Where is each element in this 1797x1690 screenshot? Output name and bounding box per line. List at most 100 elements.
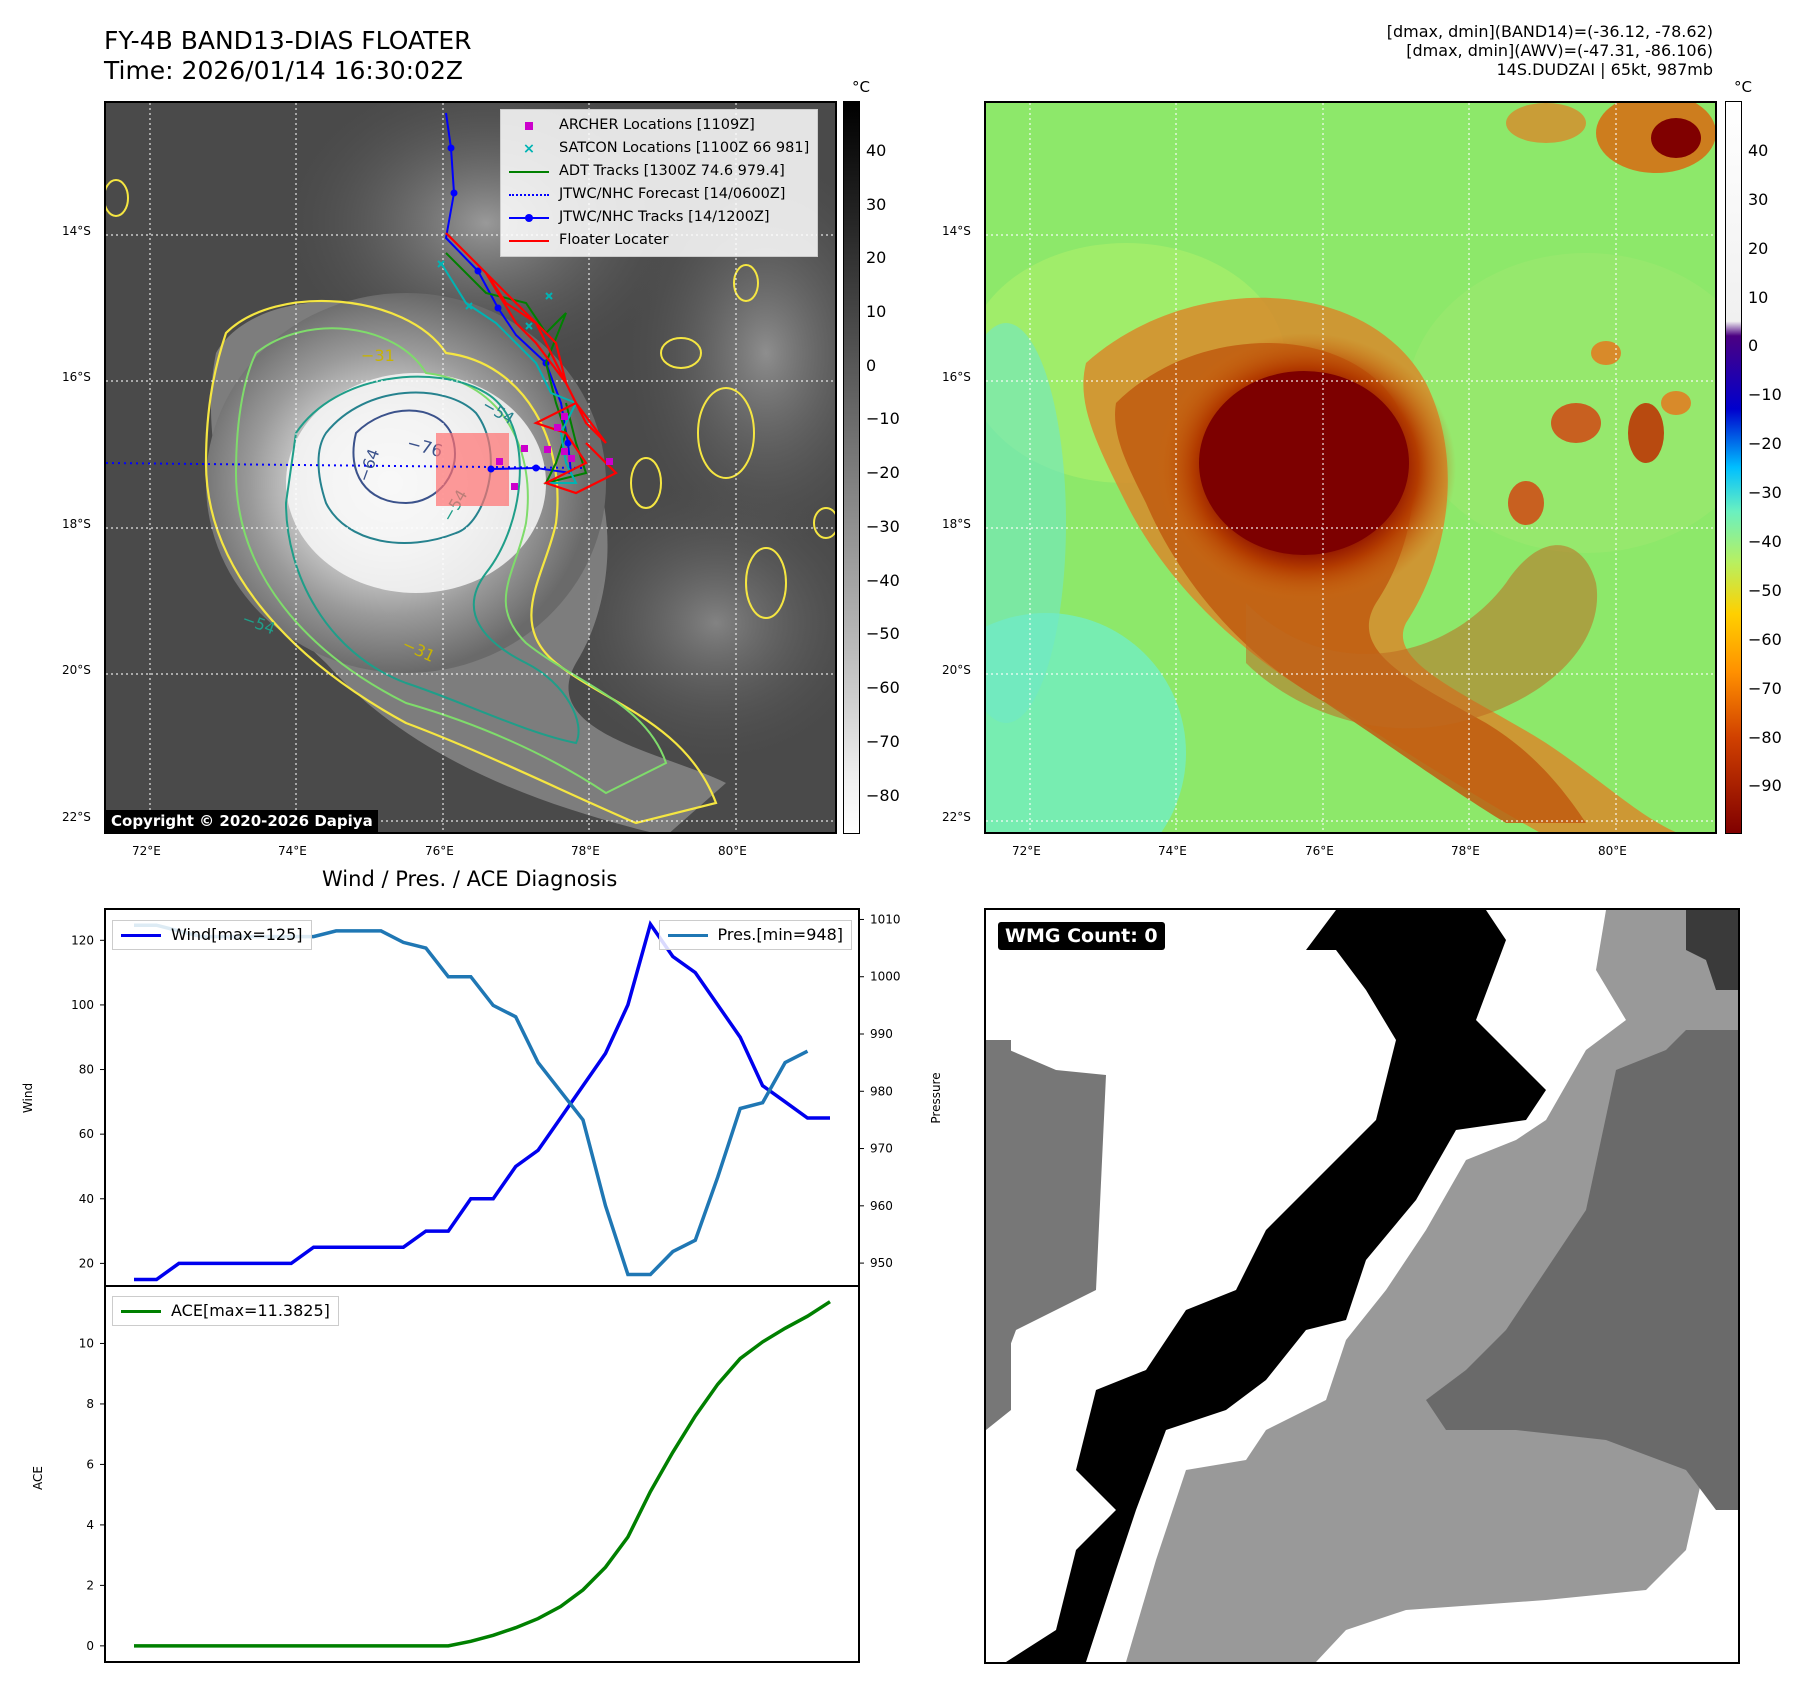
left-colorbar-tick-6: −20 bbox=[866, 463, 900, 483]
ir-lon-label-4: 80°E bbox=[718, 844, 747, 858]
right-colorbar-tick-0: 40 bbox=[1748, 140, 1769, 160]
wind-legend-label: Wind[max=125] bbox=[171, 925, 303, 944]
floater-locater-track bbox=[445, 232, 618, 495]
ace-ytick-label-4: 8 bbox=[86, 1397, 94, 1411]
left-colorbar-tick-10: −60 bbox=[866, 678, 900, 698]
wmg-count-badge: WMG Count: 0 bbox=[998, 922, 1165, 950]
left-colorbar-tick-12: −80 bbox=[866, 785, 900, 805]
ir-lat-label-0: 14°S bbox=[62, 224, 91, 238]
wind-ytick-label-1: 40 bbox=[79, 1192, 94, 1206]
ace-ytick-label-1: 2 bbox=[86, 1578, 94, 1592]
storm-summary: 14S.DUDZAI | 65kt, 987mb bbox=[1496, 60, 1714, 79]
ace-ylabel: ACE bbox=[31, 1466, 45, 1490]
contour-label-31: −31 bbox=[361, 346, 395, 365]
wind-ylabel: Wind bbox=[21, 1083, 35, 1113]
forecast-line bbox=[106, 462, 587, 469]
left-colorbar-tick-9: −50 bbox=[866, 624, 900, 644]
pres-legend: Pres.[min=948] bbox=[658, 920, 852, 950]
ace-line bbox=[134, 1300, 831, 1648]
pres-ytick-label-2: 970 bbox=[870, 1142, 893, 1156]
wmg-panel: WMG Count: 0 bbox=[984, 908, 1740, 1664]
diagnosis-title: Wind / Pres. / ACE Diagnosis bbox=[322, 867, 618, 891]
pres-ytick-label-3: 980 bbox=[870, 1084, 893, 1098]
legend-jtwc-tracks: JTWC/NHC Tracks [14/1200Z] bbox=[509, 206, 809, 229]
wind-pressure-chart: 20 40 60 80 100 120 950 960 970 980 990 1000 1010 0 2 4… bbox=[21, 908, 943, 1664]
ir-lon-label-1: 74°E bbox=[278, 844, 307, 858]
awv-grid bbox=[986, 103, 1715, 832]
left-colorbar-tick-5: −10 bbox=[866, 409, 900, 429]
right-colorbar-tick-12: −80 bbox=[1748, 727, 1782, 747]
pres-ytick-label-0: 950 bbox=[870, 1256, 893, 1270]
pres-ytick-label-6: 1010 bbox=[870, 912, 901, 926]
wind-legend: Wind[max=125] bbox=[112, 920, 312, 950]
figure-title: FY-4B BAND13-DIAS FLOATER Time: 2026/01/… bbox=[104, 26, 472, 85]
legend-floater: Floater Locater bbox=[509, 229, 809, 252]
right-colorbar-tick-11: −70 bbox=[1748, 678, 1782, 698]
right-colorbar-tick-7: −30 bbox=[1748, 483, 1782, 503]
ir-lon-label-0: 72°E bbox=[132, 844, 161, 858]
awv-lon-label-0: 72°E bbox=[1012, 844, 1041, 858]
awv-map-panel bbox=[984, 101, 1717, 834]
ace-ytick-label-3: 6 bbox=[86, 1457, 94, 1471]
ir-lon-label-3: 78°E bbox=[571, 844, 600, 858]
right-colorbar-tick-8: −40 bbox=[1748, 531, 1782, 551]
left-colorbar-tick-0: 40 bbox=[866, 140, 887, 160]
wind-line bbox=[134, 920, 830, 1282]
awv-lon-label-4: 80°E bbox=[1598, 844, 1627, 858]
pres-ytick-label-1: 960 bbox=[870, 1199, 893, 1213]
left-colorbar-tick-2: 20 bbox=[866, 248, 887, 268]
band14-range: [dmax, dmin](BAND14)=(-36.12, -78.62) bbox=[1386, 22, 1713, 41]
pres-ytick-label-4: 990 bbox=[870, 1027, 893, 1041]
left-colorbar-tick-7: −30 bbox=[866, 516, 900, 536]
map-legend: ARCHER Locations [1109Z] × SATCON Locatio… bbox=[500, 109, 819, 257]
ir-lat-label-4: 22°S bbox=[62, 810, 91, 824]
wind-pressure-ace-svg: 20 40 60 80 100 120 950 960 970 980 990 1000 1010 0 2 4… bbox=[21, 908, 943, 1663]
right-colorbar-tick-5: −10 bbox=[1748, 385, 1782, 405]
left-colorbar-tick-1: 30 bbox=[866, 194, 887, 214]
ace-legend-label: ACE[max=11.3825] bbox=[171, 1301, 330, 1320]
right-colorbar-tick-6: −20 bbox=[1748, 434, 1782, 454]
awv-lon-label-2: 76°E bbox=[1305, 844, 1334, 858]
left-colorbar-tick-3: 10 bbox=[866, 302, 887, 322]
wind-ytick-label-3: 80 bbox=[79, 1063, 94, 1077]
legend-adt: ADT Tracks [1300Z 74.6 979.4] bbox=[509, 160, 809, 183]
copyright-badge: Copyright © 2020-2026 Dapiya bbox=[106, 810, 378, 832]
left-colorbar-unit: °C bbox=[852, 78, 870, 96]
right-colorbar-tick-13: −90 bbox=[1748, 776, 1782, 796]
ir-lat-label-1: 16°S bbox=[62, 370, 91, 384]
awv-lat-label-3: 20°S bbox=[942, 663, 971, 677]
left-colorbar-tick-11: −70 bbox=[866, 731, 900, 751]
awv-lon-label-3: 78°E bbox=[1451, 844, 1480, 858]
ace-ytick-label-5: 10 bbox=[79, 1336, 94, 1350]
wmg-image bbox=[986, 910, 1738, 1662]
left-colorbar bbox=[843, 101, 860, 834]
awv-range: [dmax, dmin](AWV)=(-47.31, -86.106) bbox=[1406, 41, 1713, 60]
legend-jtwc-forecast: JTWC/NHC Forecast [14/0600Z] bbox=[509, 183, 809, 206]
ir-map-panel: −64 −76 −54 −54 −31 −31 −54 bbox=[104, 101, 837, 834]
pres-ytick-label-5: 1000 bbox=[870, 970, 901, 984]
satcon-track bbox=[440, 262, 578, 484]
right-colorbar-unit: °C bbox=[1734, 78, 1752, 96]
ace-ytick-label-0: 0 bbox=[86, 1639, 94, 1653]
pressure-line bbox=[134, 923, 809, 1277]
awv-lat-label-4: 22°S bbox=[942, 810, 971, 824]
left-colorbar-tick-8: −40 bbox=[866, 570, 900, 590]
pres-legend-label: Pres.[min=948] bbox=[717, 925, 843, 944]
right-colorbar-tick-2: 20 bbox=[1748, 238, 1769, 258]
wind-ytick-label-5: 120 bbox=[71, 933, 94, 947]
wind-axes-frame bbox=[104, 908, 860, 1287]
ir-lat-label-3: 20°S bbox=[62, 663, 91, 677]
ace-legend: ACE[max=11.3825] bbox=[112, 1296, 339, 1326]
storm-info: [dmax, dmin](BAND14)=(-36.12, -78.62) [d… bbox=[1387, 22, 1713, 79]
right-colorbar-tick-4: 0 bbox=[1748, 336, 1759, 356]
awv-lat-label-1: 16°S bbox=[942, 370, 971, 384]
ace-ytick-label-2: 4 bbox=[86, 1518, 94, 1532]
ir-lon-label-2: 76°E bbox=[425, 844, 454, 858]
wind-ytick-label-0: 20 bbox=[79, 1256, 94, 1270]
archer-markers bbox=[496, 413, 613, 490]
pressure-ylabel: Pressure bbox=[929, 1072, 943, 1123]
right-colorbar-tick-3: 10 bbox=[1748, 287, 1769, 307]
wind-ytick-label-4: 100 bbox=[71, 998, 94, 1012]
awv-lat-label-0: 14°S bbox=[942, 224, 971, 238]
right-colorbar bbox=[1725, 101, 1742, 834]
